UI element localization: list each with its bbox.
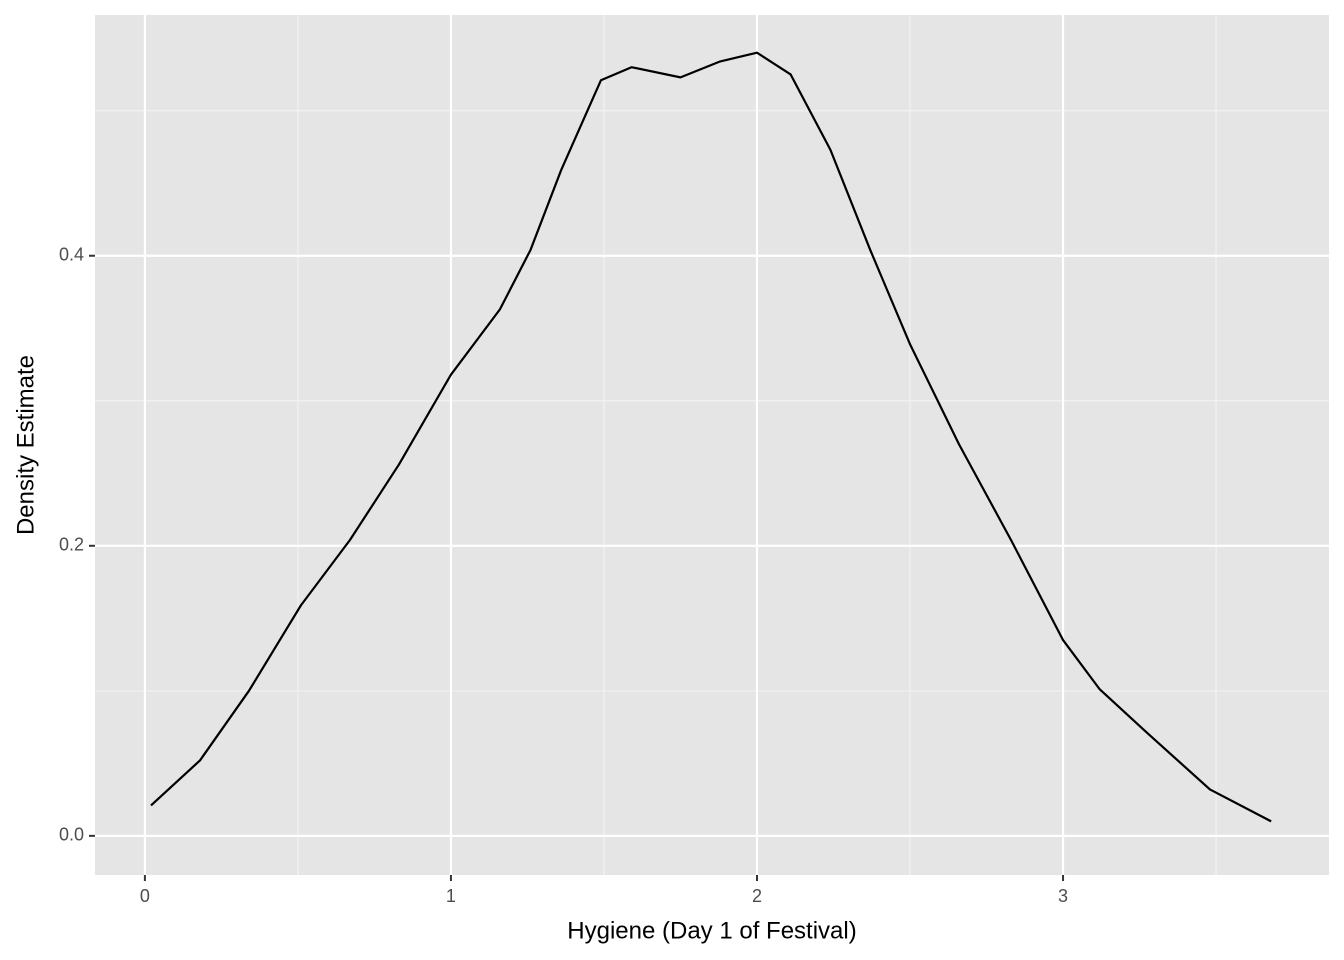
y-tick-label: 0.4 [59,244,84,264]
grid [95,15,1329,875]
density-line [150,51,1272,823]
panel [95,15,1329,875]
x-tick-label: 1 [446,886,456,906]
x-tick-label: 2 [752,886,762,906]
x-axis-title: Hygiene (Day 1 of Festival) [567,917,856,944]
x-tick-label: 3 [1058,886,1068,906]
plot [150,51,1272,823]
x-tick-label: 0 [140,886,150,906]
y-tick-label: 0.0 [59,825,84,845]
y-tick-label: 0.2 [59,535,84,555]
y-axis-title: Density Estimate [12,355,39,535]
